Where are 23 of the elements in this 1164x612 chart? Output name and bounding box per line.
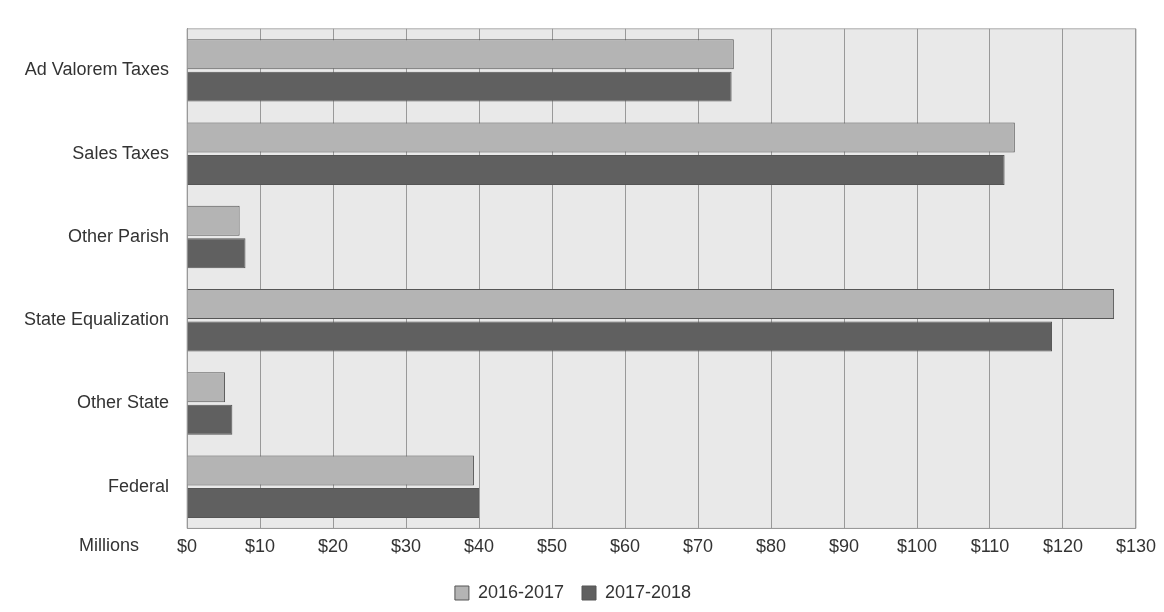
legend-label: 2016-2017 — [477, 581, 565, 602]
x-tick-label: $40 — [464, 536, 495, 557]
x-tick-label: $0 — [177, 536, 198, 557]
x-tick-label: $50 — [537, 536, 568, 557]
y-tick-label: Sales Taxes — [72, 142, 170, 163]
x-tick-label: $60 — [610, 536, 641, 557]
y-tick-label: State Equalization — [23, 309, 170, 330]
legend-label: 2017-2018 — [605, 581, 692, 602]
y-tick-label: Other Parish — [68, 225, 170, 246]
x-tick-label: $30 — [391, 536, 422, 557]
x-tick-label: $70 — [683, 536, 714, 557]
x-tick-label: $80 — [756, 536, 787, 557]
y-tick-label: Ad Valorem Taxes — [24, 59, 170, 80]
x-tick-label: $110 — [970, 536, 1010, 557]
x-tick-label: $130 — [1115, 536, 1156, 557]
x-axis-title: Millions — [79, 535, 140, 556]
x-tick-label: $90 — [828, 536, 860, 557]
y-tick-label: Federal — [108, 475, 170, 496]
x-tick-label: $120 — [1042, 536, 1084, 557]
x-tick-label: $20 — [318, 536, 349, 557]
x-tick-label: $100 — [896, 536, 938, 557]
x-tick-label: $10 — [245, 536, 276, 557]
y-tick-label: Other State — [77, 392, 170, 413]
